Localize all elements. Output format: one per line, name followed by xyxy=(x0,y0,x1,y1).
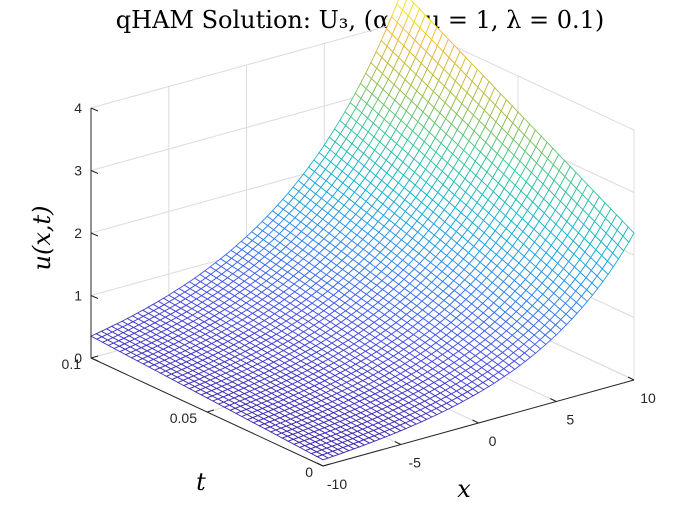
z-tick-label-2: 2 xyxy=(74,225,82,241)
z-axis-label: u(x,t) xyxy=(28,206,56,271)
z-tick-label-1: 1 xyxy=(74,288,82,304)
x-tick-label-4: 10 xyxy=(640,390,656,406)
x-tick-0 xyxy=(316,462,324,467)
t-tick-label-0: 0 xyxy=(305,464,313,480)
z-tick-2 xyxy=(90,232,99,237)
x-tick-2 xyxy=(472,419,479,424)
x-tick-label-1: -5 xyxy=(409,455,422,471)
y-axis-label: t xyxy=(196,468,206,496)
z-tick-4 xyxy=(90,107,99,112)
t-tick-label-2: 0.1 xyxy=(62,356,82,372)
x-tick-1 xyxy=(394,441,401,445)
z-tick-1 xyxy=(90,295,99,299)
x-axis-label: x xyxy=(457,475,471,503)
t-tick-2 xyxy=(90,355,99,359)
x-tick-label-0: -10 xyxy=(327,476,347,492)
z-tick-0 xyxy=(90,357,99,362)
x-tick-label-2: 0 xyxy=(489,433,497,449)
z-tick-label-0: 0 xyxy=(74,350,82,366)
surface-mesh xyxy=(89,0,635,461)
x-tick-4 xyxy=(627,376,635,381)
t-tick-1 xyxy=(206,409,215,413)
t-tick-label-1: 0.05 xyxy=(170,410,197,426)
x-tick-label-3: 5 xyxy=(566,412,574,428)
tick-labels: 0 1 2 3 4 0 0.05 0.1 -10 -5 0 5 10 xyxy=(62,100,656,492)
chart-title: qHAM Solution: U₃, (α = μ = 1, λ = 0.1) xyxy=(116,6,604,34)
t-tick-0 xyxy=(322,463,331,467)
x-tick-3 xyxy=(550,398,557,402)
z-tick-label-3: 3 xyxy=(74,163,82,179)
mesh-cell xyxy=(622,226,635,243)
z-tick-3 xyxy=(90,170,99,174)
z-tick-label-4: 4 xyxy=(74,100,82,116)
